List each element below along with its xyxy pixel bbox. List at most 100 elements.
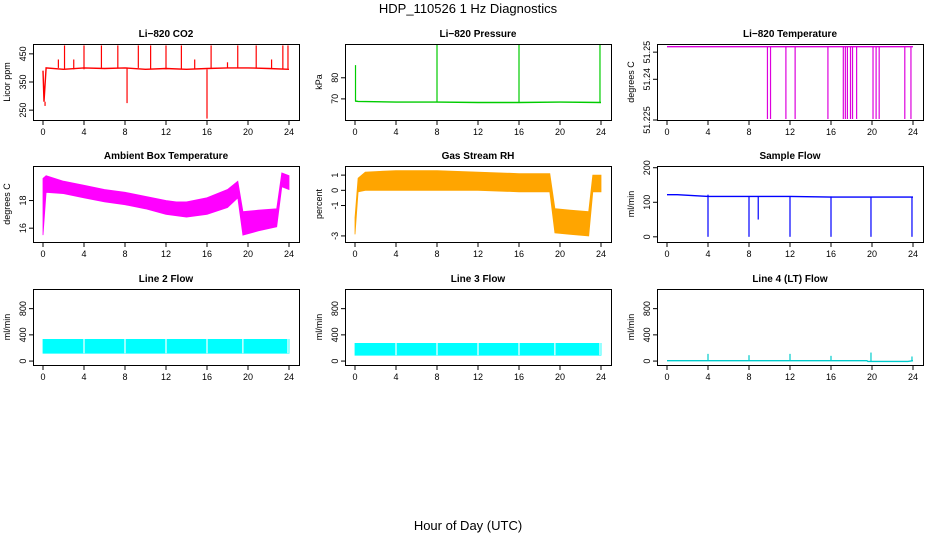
y-tick-label: 350 [18, 74, 28, 89]
x-tick-label: 8 [122, 249, 127, 259]
x-tick-label: 16 [826, 127, 836, 137]
x-tick-label: 4 [81, 249, 86, 259]
y-tick-label: 0 [330, 359, 340, 364]
data-series-line [354, 100, 602, 104]
x-tick-label: 0 [40, 249, 45, 259]
panel-title: Line 2 Flow [139, 274, 194, 285]
figure-title: HDP_110526 1 Hz Diagnostics [378, 1, 558, 16]
x-tick-label: 12 [161, 249, 171, 259]
data-series-line [667, 193, 913, 198]
x-tick-label: 12 [785, 127, 795, 137]
x-tick-label: 20 [867, 249, 877, 259]
panel-title: Line 4 (LT) Flow [752, 274, 828, 285]
x-tick-label: 0 [664, 372, 669, 382]
x-tick-label: 4 [393, 372, 398, 382]
x-tick-label: 8 [434, 127, 439, 137]
x-tick-label: 16 [514, 249, 524, 259]
y-tick-label: 100 [642, 195, 652, 210]
x-tick-label: 4 [393, 249, 398, 259]
x-tick-label: 20 [243, 249, 253, 259]
x-tick-label: 8 [434, 372, 439, 382]
x-tick-label: 24 [908, 249, 918, 259]
y-axis-label: degrees C [626, 61, 636, 103]
x-tick-label: 8 [122, 372, 127, 382]
panel-gas-rh: Gas Stream RH percent 0 4 8 12 16 20 24 -3 -1 0 1 [314, 151, 612, 259]
panel-line3-flow: Line 3 Flow ml/min 0 4 8 12 16 20 24 0 400 800 [314, 274, 612, 382]
x-tick-label: 12 [785, 372, 795, 382]
y-tick-label: 18 [18, 196, 28, 206]
x-tick-label: 24 [284, 249, 294, 259]
panel-title: Sample Flow [759, 151, 820, 162]
x-tick-label: 20 [867, 127, 877, 137]
panel-sample-flow: Sample Flow ml/min 0 4 8 12 16 20 24 0 100 200 [626, 151, 924, 259]
y-tick-label: -3 [330, 232, 340, 240]
panel-box-temp: Ambient Box Temperature degrees C 0 4 8 12 16 2… [2, 151, 300, 259]
x-tick-label: 4 [81, 372, 86, 382]
x-tick-label: 12 [785, 249, 795, 259]
panel-title: Li−820 CO2 [139, 29, 194, 40]
y-tick-label: -1 [330, 202, 340, 210]
y-tick-label: 16 [18, 223, 28, 233]
x-tick-label: 24 [596, 372, 606, 382]
x-tick-label: 0 [664, 127, 669, 137]
x-tick-label: 12 [473, 249, 483, 259]
panel-licor-temp: Li−820 Temperature degrees C 0 4 8 12 16 20 24 51… [626, 29, 924, 137]
x-tick-label: 12 [473, 372, 483, 382]
data-series-line [42, 67, 290, 102]
y-axis-label: degrees C [2, 183, 12, 225]
x-tick-label: 20 [555, 372, 565, 382]
y-axis-label: ml/min [626, 314, 636, 341]
y-tick-label: 0 [642, 359, 652, 364]
y-tick-label: 400 [18, 327, 28, 342]
x-tick-label: 16 [202, 372, 212, 382]
y-tick-label: 800 [330, 301, 340, 316]
x-tick-label: 12 [473, 127, 483, 137]
y-tick-label: 400 [330, 327, 340, 342]
panel-title: Li−820 Temperature [743, 29, 837, 40]
y-tick-label: 51.24 [642, 68, 652, 91]
x-tick-label: 20 [867, 372, 877, 382]
plot-frame [33, 289, 300, 366]
x-tick-label: 4 [81, 127, 86, 137]
y-tick-label: 250 [18, 103, 28, 118]
x-tick-label: 0 [40, 127, 45, 137]
y-tick-label: 0 [330, 188, 340, 193]
y-tick-label: 0 [642, 234, 652, 239]
panel-title: Line 3 Flow [451, 274, 506, 285]
y-axis-label: ml/min [626, 191, 636, 218]
x-tick-label: 8 [746, 372, 751, 382]
x-tick-label: 4 [705, 249, 710, 259]
x-tick-label: 4 [393, 127, 398, 137]
plot-frame [345, 44, 612, 121]
y-axis-label: Licor ppm [2, 62, 12, 102]
panel-line2-flow: Line 2 Flow ml/min 0 4 8 12 16 20 24 0 400 800 [2, 274, 300, 382]
x-tick-label: 20 [555, 249, 565, 259]
x-tick-label: 24 [908, 127, 918, 137]
x-tick-label: 20 [243, 372, 253, 382]
panel-co2: Li−820 CO2 Licor ppm 0 4 8 12 16 20 24 250 350 450 [2, 29, 300, 137]
x-tick-label: 12 [161, 127, 171, 137]
y-axis-label: ml/min [314, 314, 324, 341]
x-tick-label: 24 [596, 127, 606, 137]
y-tick-label: 400 [642, 327, 652, 342]
x-tick-label: 20 [555, 127, 565, 137]
panel-title: Gas Stream RH [442, 151, 515, 162]
x-tick-label: 16 [514, 372, 524, 382]
x-tick-label: 24 [284, 372, 294, 382]
y-tick-label: 51.25 [642, 41, 652, 64]
y-axis-label: kPa [314, 74, 324, 90]
y-axis-label: percent [314, 188, 324, 219]
x-tick-label: 0 [352, 127, 357, 137]
x-tick-label: 24 [596, 249, 606, 259]
y-tick-label: 51.225 [642, 106, 652, 134]
y-tick-label: 800 [18, 301, 28, 316]
y-tick-label: 80 [330, 73, 340, 83]
x-tick-label: 0 [352, 372, 357, 382]
x-tick-label: 16 [202, 249, 212, 259]
x-tick-label: 16 [826, 249, 836, 259]
x-tick-label: 0 [352, 249, 357, 259]
x-tick-label: 0 [40, 372, 45, 382]
x-tick-label: 0 [664, 249, 669, 259]
x-tick-label: 24 [284, 127, 294, 137]
